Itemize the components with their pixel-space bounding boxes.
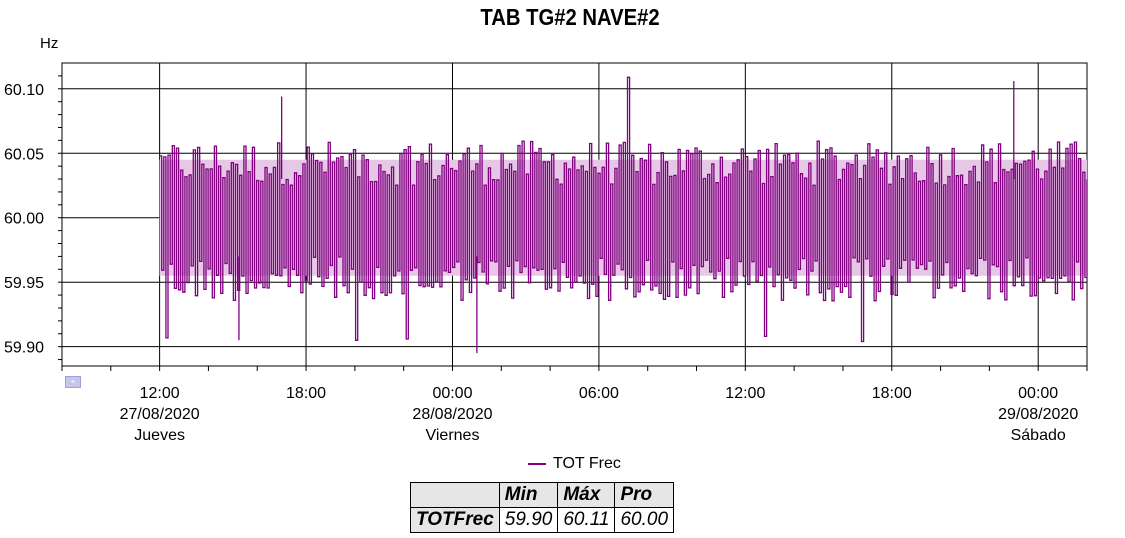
stats-header-row: Min Máx Pro [410,482,675,508]
x-tick-label: Jueves [134,427,185,444]
stats-row-label: TOTFrec [410,507,500,533]
x-tick-label: 06:00 [579,385,619,402]
stats-header-avg: Pro [614,482,675,508]
legend-label: TOT Frec [553,455,621,472]
x-tick-label: 29/08/2020 [998,406,1078,423]
y-tick-label: 60.10 [4,82,44,99]
legend-swatch [528,463,546,465]
stats-table: Min Máx Pro TOTFrec 59.90 60.11 60.00 [410,482,675,533]
y-tick-label: 59.90 [4,340,44,357]
y-tick-label: 60.00 [4,211,44,228]
stats-header-min: Min [498,482,559,508]
stats-value-max: 60.11 [557,507,616,533]
x-tick-label: Sábado [1011,427,1066,444]
expand-icon[interactable]: + [65,376,81,388]
x-tick-label: 18:00 [872,385,912,402]
x-tick-label: Viernes [425,427,479,444]
y-axis-unit: Hz [40,35,59,52]
x-tick-label: 00:00 [432,385,472,402]
y-tick-label: 60.05 [4,146,44,163]
stats-header-max: Máx [557,482,616,508]
chart-title: TAB TG#2 NAVE#2 [480,4,660,30]
series-line [159,76,1088,343]
x-tick-label: 27/08/2020 [120,406,200,423]
y-tick-label: 59.95 [4,275,44,292]
x-tick-label: 18:00 [286,385,326,402]
stats-value-min: 59.90 [498,507,559,533]
stats-corner-cell [410,482,500,508]
x-tick-label: 12:00 [140,385,180,402]
legend: TOT Frec [528,455,621,473]
stats-row: TOTFrec 59.90 60.11 60.00 [410,507,675,533]
stats-value-avg: 60.00 [614,507,675,533]
x-tick-label: 12:00 [725,385,765,402]
x-tick-label: 28/08/2020 [412,406,492,423]
x-tick-label: 00:00 [1018,385,1058,402]
